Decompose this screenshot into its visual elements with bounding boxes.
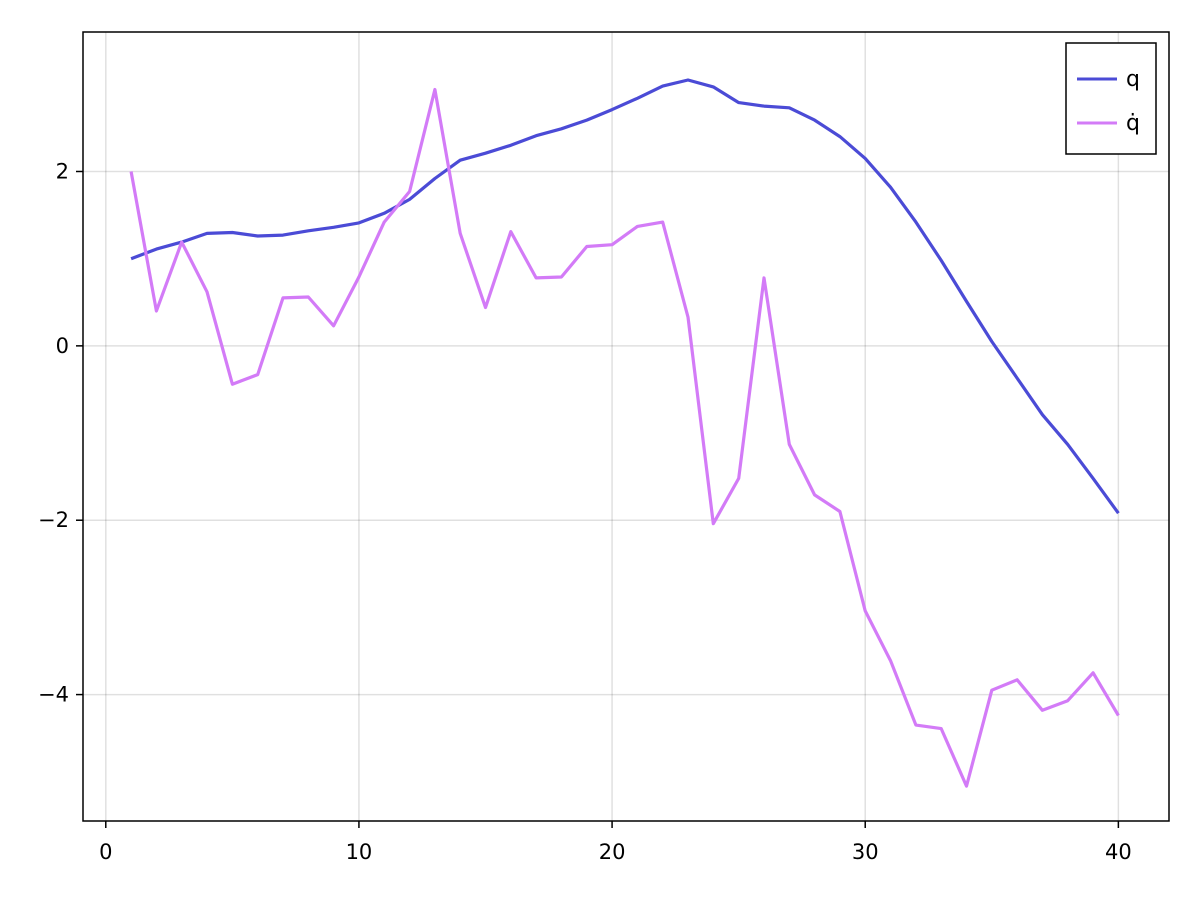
x-tick-label: 20: [599, 840, 626, 864]
y-tick-label: −4: [38, 683, 69, 707]
x-tick-label: 0: [99, 840, 112, 864]
x-tick-label: 30: [852, 840, 879, 864]
legend-label-q: q: [1126, 67, 1140, 92]
y-tick-label: 2: [56, 159, 69, 183]
series-line-qdot: [129, 87, 1120, 788]
legend-box: [1065, 42, 1157, 155]
x-tick-label: 10: [346, 840, 373, 864]
legend: q q̇: [1065, 42, 1157, 155]
y-tick-label: 0: [56, 334, 69, 358]
y-axis: 2 0 −2 −4: [38, 159, 83, 707]
x-axis: 0 10 20 30 40: [99, 821, 1132, 864]
y-tick-label: −2: [38, 508, 69, 532]
series-line-q: [130, 78, 1120, 515]
x-tick-label: 40: [1105, 840, 1132, 864]
plot-frame: [82, 31, 1170, 822]
series-layer: [129, 78, 1120, 788]
grid-lines: [83, 32, 1169, 821]
legend-label-qdot: q̇: [1126, 111, 1140, 136]
